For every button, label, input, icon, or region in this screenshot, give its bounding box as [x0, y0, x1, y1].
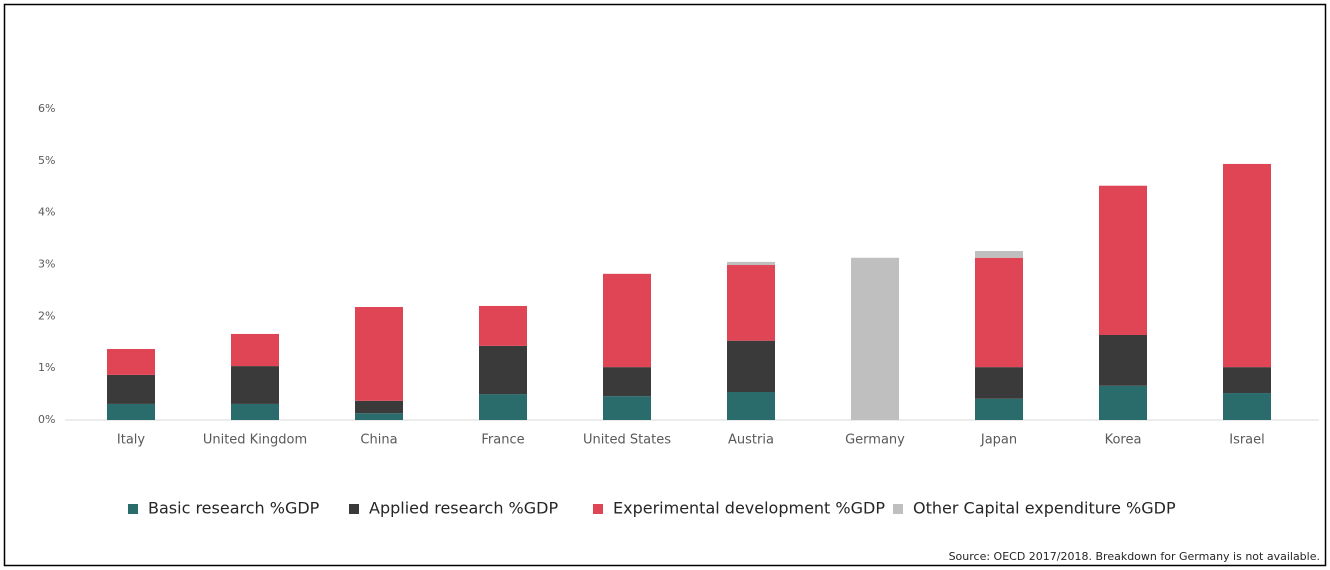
y-tick-label: 2% [38, 309, 55, 322]
bar-segment [1099, 385, 1147, 420]
bar-segment [727, 265, 775, 341]
x-tick-label: France [481, 433, 524, 448]
x-tick-label: Austria [728, 433, 774, 448]
legend-swatch [893, 504, 903, 514]
x-tick-label: Japan [980, 433, 1017, 448]
bar-segment [479, 345, 527, 395]
bar-segment [975, 257, 1023, 368]
x-tick-label: United Kingdom [203, 433, 307, 448]
bar-segment [603, 273, 651, 368]
y-tick-label: 1% [38, 361, 55, 374]
bar-segment [355, 400, 403, 414]
x-tick-label: Germany [845, 433, 905, 448]
bar-segment [479, 305, 527, 346]
bar-segment [231, 333, 279, 367]
bar-segment [851, 257, 899, 420]
bar-segment [231, 366, 279, 404]
y-tick-label: 0% [38, 413, 55, 426]
y-tick-label: 4% [38, 206, 55, 219]
y-tick-label: 3% [38, 258, 55, 271]
bar-segment [1223, 393, 1271, 420]
bar-segment [107, 348, 155, 375]
bar-segment [107, 374, 155, 404]
bar-segment [1099, 334, 1147, 386]
bar-segment [975, 398, 1023, 420]
bar-segment [727, 261, 775, 266]
bar-segment [107, 403, 155, 420]
bar-segment [231, 403, 279, 420]
bar-segment [975, 367, 1023, 399]
legend-label: Other Capital expenditure %GDP [913, 499, 1176, 518]
bar-segment [727, 340, 775, 393]
bar-segment [975, 251, 1023, 258]
x-tick-label: China [360, 433, 397, 448]
legend-swatch [593, 504, 603, 514]
x-tick-label: Israel [1229, 433, 1265, 448]
legend-label: Experimental development %GDP [613, 499, 885, 518]
bar-segment [355, 307, 403, 401]
bar-segment [479, 394, 527, 420]
legend-swatch [349, 504, 359, 514]
frame [3, 3, 1327, 567]
bar-segment [1099, 185, 1147, 335]
bar-segment [603, 367, 651, 397]
source-note: Source: OECD 2017/2018. Breakdown for Ge… [949, 550, 1320, 563]
bar-segment [1223, 367, 1271, 394]
bar-segment [1223, 163, 1271, 368]
x-tick-label: United States [583, 433, 671, 448]
bar-segment [727, 392, 775, 420]
legend-label: Basic research %GDP [148, 499, 320, 518]
x-tick-label: Italy [117, 433, 146, 448]
legend-swatch [128, 504, 138, 514]
legend-label: Applied research %GDP [369, 499, 558, 518]
y-tick-label: 6% [38, 102, 55, 115]
x-tick-label: Korea [1105, 433, 1142, 448]
bar-segment [603, 396, 651, 420]
bar-segment [355, 413, 403, 420]
y-tick-label: 5% [38, 154, 55, 167]
